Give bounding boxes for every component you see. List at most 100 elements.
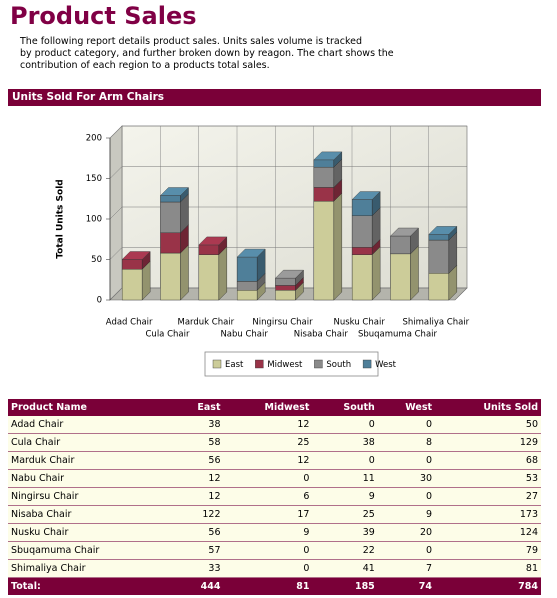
table-cell: 79 xyxy=(435,541,541,560)
y-tick-label: 200 xyxy=(86,134,102,144)
grid-line-side xyxy=(109,247,123,260)
table-row: Adad Chair 38 12 0 0 50 xyxy=(8,416,541,434)
section-title: Units Sold For Arm Chairs xyxy=(8,89,541,106)
bar-segment xyxy=(198,244,220,255)
table-cell: 9 xyxy=(223,523,313,542)
table-cell: 122 xyxy=(172,505,224,524)
chart: 0 50 100 150 200 Total Units Sold Adad Chair Cu… xyxy=(56,125,470,377)
table-cell: 56 xyxy=(172,451,224,470)
table-cell: 6 xyxy=(223,487,313,506)
bar-side xyxy=(180,244,189,301)
bar-top xyxy=(390,227,419,237)
table-cell: 129 xyxy=(435,433,541,452)
table-cell: 0 xyxy=(377,416,436,434)
x-tick-label: Shimaliya Chair xyxy=(402,318,469,328)
bar-side xyxy=(218,246,228,301)
bar-segment xyxy=(313,200,335,301)
table-cell: 38 xyxy=(312,433,378,452)
y-axis-label: Total Units Sold xyxy=(56,179,66,259)
bar-top xyxy=(160,187,189,196)
legend-swatch xyxy=(362,359,372,369)
bar-segment xyxy=(313,166,335,188)
y-tick-label: 0 xyxy=(97,296,102,306)
grid-line-side xyxy=(109,166,123,179)
x-tick-label: Nabu Chair xyxy=(220,330,268,340)
bar-segment xyxy=(275,277,296,286)
table-cell: 0 xyxy=(223,469,313,488)
bar-segment xyxy=(198,254,220,301)
table-cell: 12 xyxy=(223,451,313,470)
table-cell: Adad Chair xyxy=(8,416,173,434)
table-row: Marduk Chair 56 12 0 0 68 xyxy=(8,451,541,470)
table-cell: 0 xyxy=(312,451,378,470)
bar-segment xyxy=(428,239,450,274)
column-header: South xyxy=(312,399,378,416)
x-tick-label: Adad Chair xyxy=(106,318,153,328)
bar-segment xyxy=(160,232,181,254)
table-row: Nabu Chair 12 0 11 30 53 xyxy=(8,469,541,488)
bar-top xyxy=(198,236,228,246)
table-cell: 0 xyxy=(312,416,378,434)
table-row: Cula Chair 58 25 38 8 129 xyxy=(8,433,541,452)
page-title: Product Sales xyxy=(10,2,197,30)
bar-top xyxy=(236,248,266,258)
bar-segment xyxy=(351,215,373,248)
column-header: Units Sold xyxy=(435,399,541,416)
table-cell: 11 xyxy=(312,469,378,488)
table-cell: Nisaba Chair xyxy=(8,505,173,524)
bar-segment xyxy=(236,256,258,282)
bar-side xyxy=(410,245,419,301)
bar-segment xyxy=(313,159,335,168)
bar-segment xyxy=(121,269,143,301)
y-tick-label: 50 xyxy=(91,255,102,265)
grid-line-side xyxy=(109,287,123,301)
bar-segment xyxy=(428,234,450,241)
x-tick-label: Nusku Chair xyxy=(334,318,386,328)
bar-side xyxy=(371,246,381,301)
bar-segment xyxy=(428,273,450,301)
table-cell: 56 xyxy=(172,523,224,542)
legend-swatch xyxy=(255,359,264,369)
grid-line-side xyxy=(109,206,123,220)
total-cell: 74 xyxy=(377,577,436,595)
table-cell: Cula Chair xyxy=(8,433,173,452)
bar-segment xyxy=(160,252,181,301)
table-cell: 124 xyxy=(435,523,541,542)
table-cell: Shimaliya Chair xyxy=(8,559,173,578)
table-cell: 12 xyxy=(172,487,224,506)
description: The following report details product sal… xyxy=(20,36,394,71)
bar-top xyxy=(313,151,343,161)
table-cell: 17 xyxy=(223,505,313,524)
bar-segment xyxy=(390,235,411,255)
x-tick-label: Marduk Chair xyxy=(177,318,234,328)
legend-label: South xyxy=(326,360,351,370)
table-cell: 22 xyxy=(312,541,378,560)
table-cell: 12 xyxy=(172,469,224,488)
table-cell: 25 xyxy=(312,505,378,524)
y-tick-label: 150 xyxy=(86,174,102,184)
y-tick-label: 100 xyxy=(86,215,102,225)
table-cell: 27 xyxy=(435,487,541,506)
legend-box xyxy=(204,351,379,377)
column-header: West xyxy=(377,399,436,416)
total-cell: Total: xyxy=(8,577,173,595)
bar-segment xyxy=(236,281,258,291)
table-cell: 58 xyxy=(172,433,224,452)
total-cell: 81 xyxy=(223,577,313,595)
bar-segment xyxy=(313,187,335,202)
table-cell: Marduk Chair xyxy=(8,451,173,470)
table-cell: 0 xyxy=(377,451,436,470)
bar-segment xyxy=(275,285,296,291)
table-cell: 7 xyxy=(377,559,436,578)
table-cell: 0 xyxy=(223,541,313,560)
total-cell: 784 xyxy=(435,577,541,595)
bar-top xyxy=(275,269,304,279)
table-cell: 9 xyxy=(312,487,378,506)
table-cell: 0 xyxy=(377,487,436,506)
header-row: Product Name East Midwest South West Units So… xyxy=(8,399,541,416)
table-cell: 0 xyxy=(377,541,436,560)
bar-top xyxy=(351,191,381,200)
bar-segment xyxy=(121,259,143,270)
table-cell: 20 xyxy=(377,523,436,542)
legend-label: West xyxy=(375,360,397,370)
